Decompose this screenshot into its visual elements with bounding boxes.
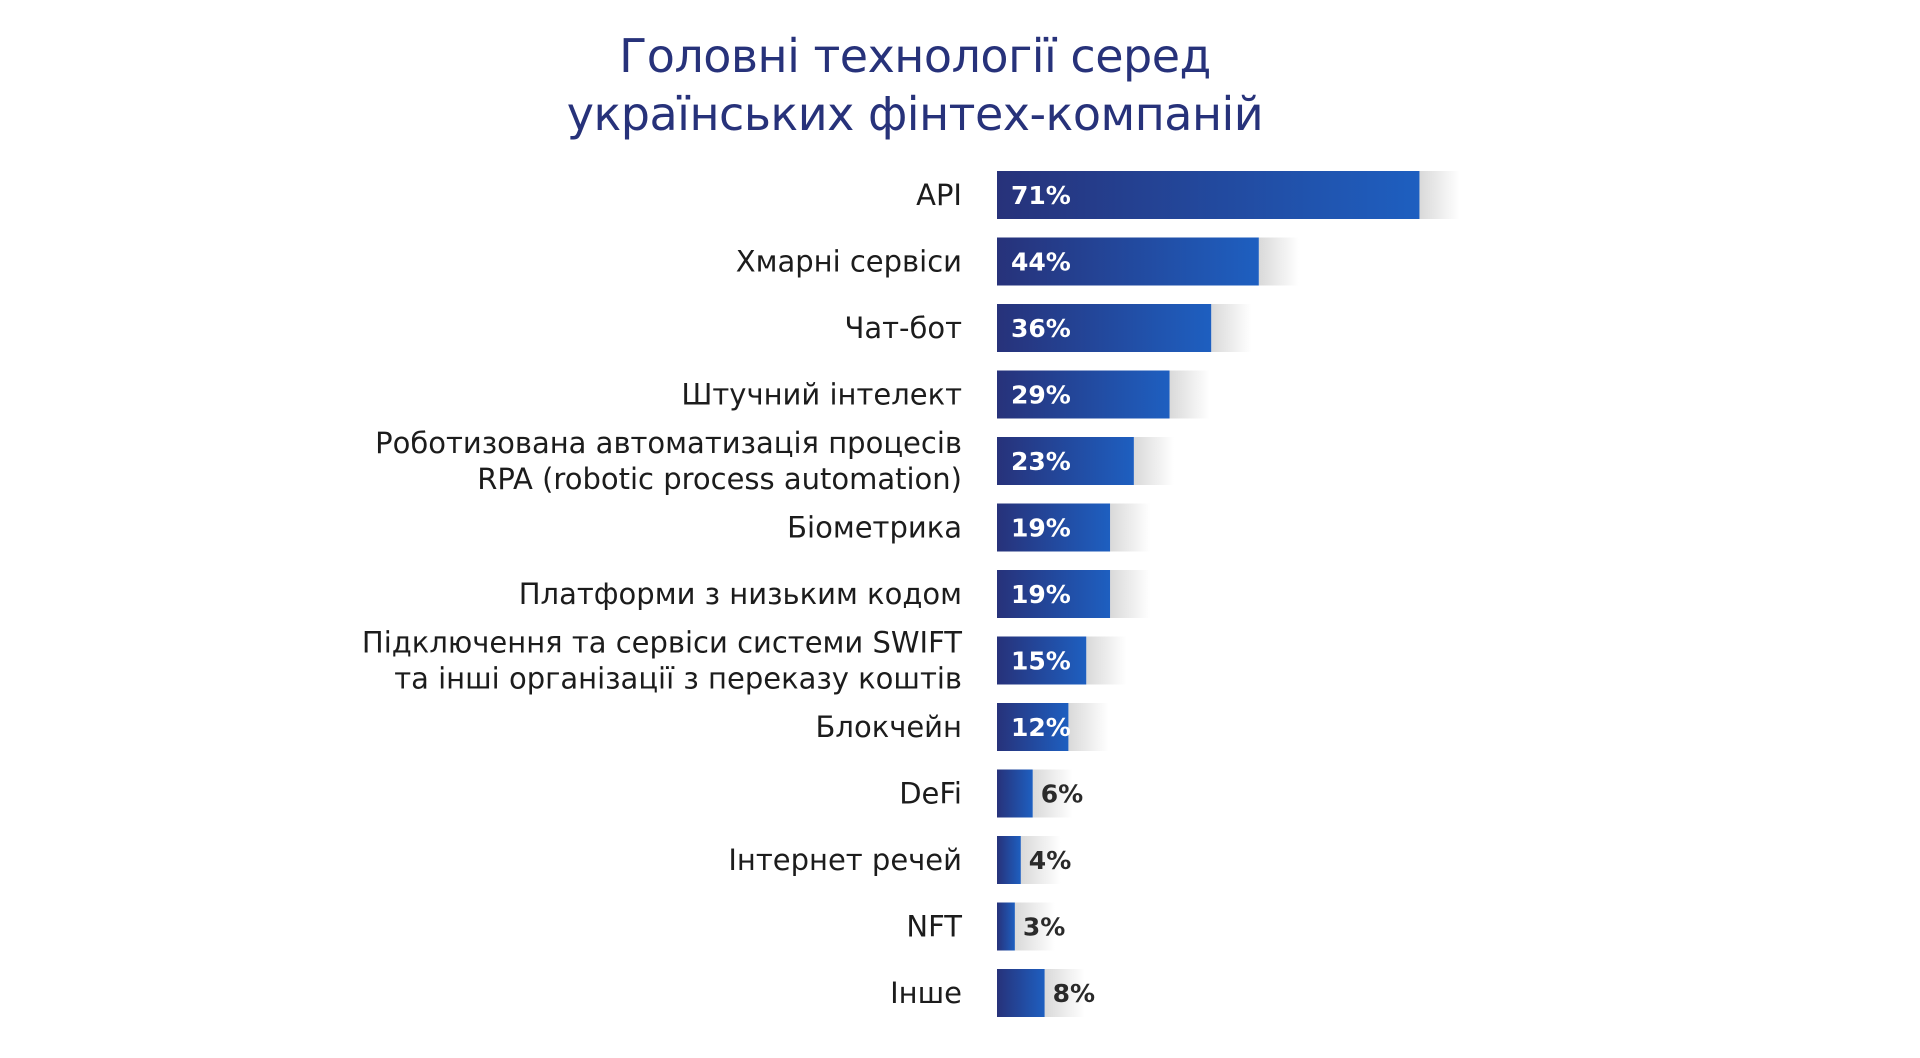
bar-shadow (1068, 703, 1109, 751)
bar (997, 237, 1259, 286)
value-label: 23% (1011, 447, 1071, 476)
value-label: 3% (1023, 913, 1065, 942)
bar (997, 703, 1069, 751)
bar-shadow (1032, 769, 1073, 818)
category-label: Інтернет речей (728, 843, 962, 877)
category-label: Підключення та сервіси системи SWIFT (362, 626, 962, 660)
bar-shadow (1110, 570, 1151, 618)
bar-shadow (1014, 902, 1055, 951)
bar-row: Хмарні сервіси 44% (736, 237, 1299, 286)
category-label: Інше (890, 976, 962, 1010)
bar-shadow (1020, 836, 1061, 884)
bar-row: DeFi 6% (899, 769, 1083, 818)
bar-shadow (1211, 304, 1252, 352)
bar-row: Штучний інтелект 29% (681, 370, 1210, 419)
bar (997, 570, 1111, 618)
bar (997, 437, 1134, 485)
value-label: 4% (1029, 846, 1071, 875)
value-label: 12% (1011, 713, 1071, 742)
value-label: 44% (1011, 248, 1071, 277)
category-label: API (916, 178, 962, 212)
bar-shadow (1086, 636, 1127, 685)
bar-shadow (1133, 437, 1174, 485)
value-label: 71% (1011, 181, 1071, 210)
bar-shadow (1110, 503, 1151, 552)
bar-row: Інше 8% (890, 969, 1095, 1017)
value-label: 19% (1011, 514, 1071, 543)
category-label: DeFi (899, 777, 962, 811)
value-label: 15% (1011, 647, 1071, 676)
bar-row: Блокчейн 12% (816, 703, 1109, 751)
category-label: та інші організації з переказу коштів (394, 662, 962, 696)
bar-row: NFT 3% (906, 902, 1065, 951)
bar-shadow (1419, 171, 1460, 219)
value-label: 6% (1041, 780, 1083, 809)
bar (997, 171, 1420, 219)
bar (997, 769, 1033, 818)
bar (997, 836, 1021, 884)
category-label: Блокчейн (816, 710, 962, 744)
bar-row: API 71% (916, 171, 1460, 219)
value-label: 29% (1011, 381, 1071, 410)
category-label: Роботизована автоматизація процесів (375, 426, 962, 460)
bar (997, 503, 1111, 552)
bar (997, 969, 1045, 1017)
bar-row: Платформи з низьким кодом 19% (519, 570, 1151, 618)
category-label: Чат-бот (844, 311, 962, 345)
chart-title-line-1: Головні технології серед (619, 29, 1211, 83)
bar (997, 370, 1170, 419)
bar-shadow (1044, 969, 1085, 1017)
bar (997, 902, 1015, 951)
chart-title: Головні технології серед українських фін… (0, 28, 1830, 143)
bar-row: Біометрика 19% (787, 503, 1151, 552)
category-label: Біометрика (787, 511, 962, 545)
bar-shadow (1258, 237, 1299, 286)
bar-row: Чат-бот 36% (844, 304, 1252, 352)
bar-row: Інтернет речей 4% (728, 836, 1071, 884)
category-label: Платформи з низьким кодом (519, 577, 962, 611)
category-label: NFT (906, 910, 962, 944)
bar (997, 304, 1212, 352)
chart-title-line-2: українських фінтех-компаній (566, 86, 1264, 141)
category-label: Хмарні сервіси (736, 245, 962, 279)
value-label: 19% (1011, 580, 1071, 609)
bar (997, 636, 1087, 685)
category-label: Штучний інтелект (681, 378, 962, 412)
value-label: 8% (1053, 979, 1095, 1008)
bar-shadow (1169, 370, 1210, 419)
value-label: 36% (1011, 314, 1071, 343)
category-label: RPA (robotic process automation) (477, 462, 962, 496)
